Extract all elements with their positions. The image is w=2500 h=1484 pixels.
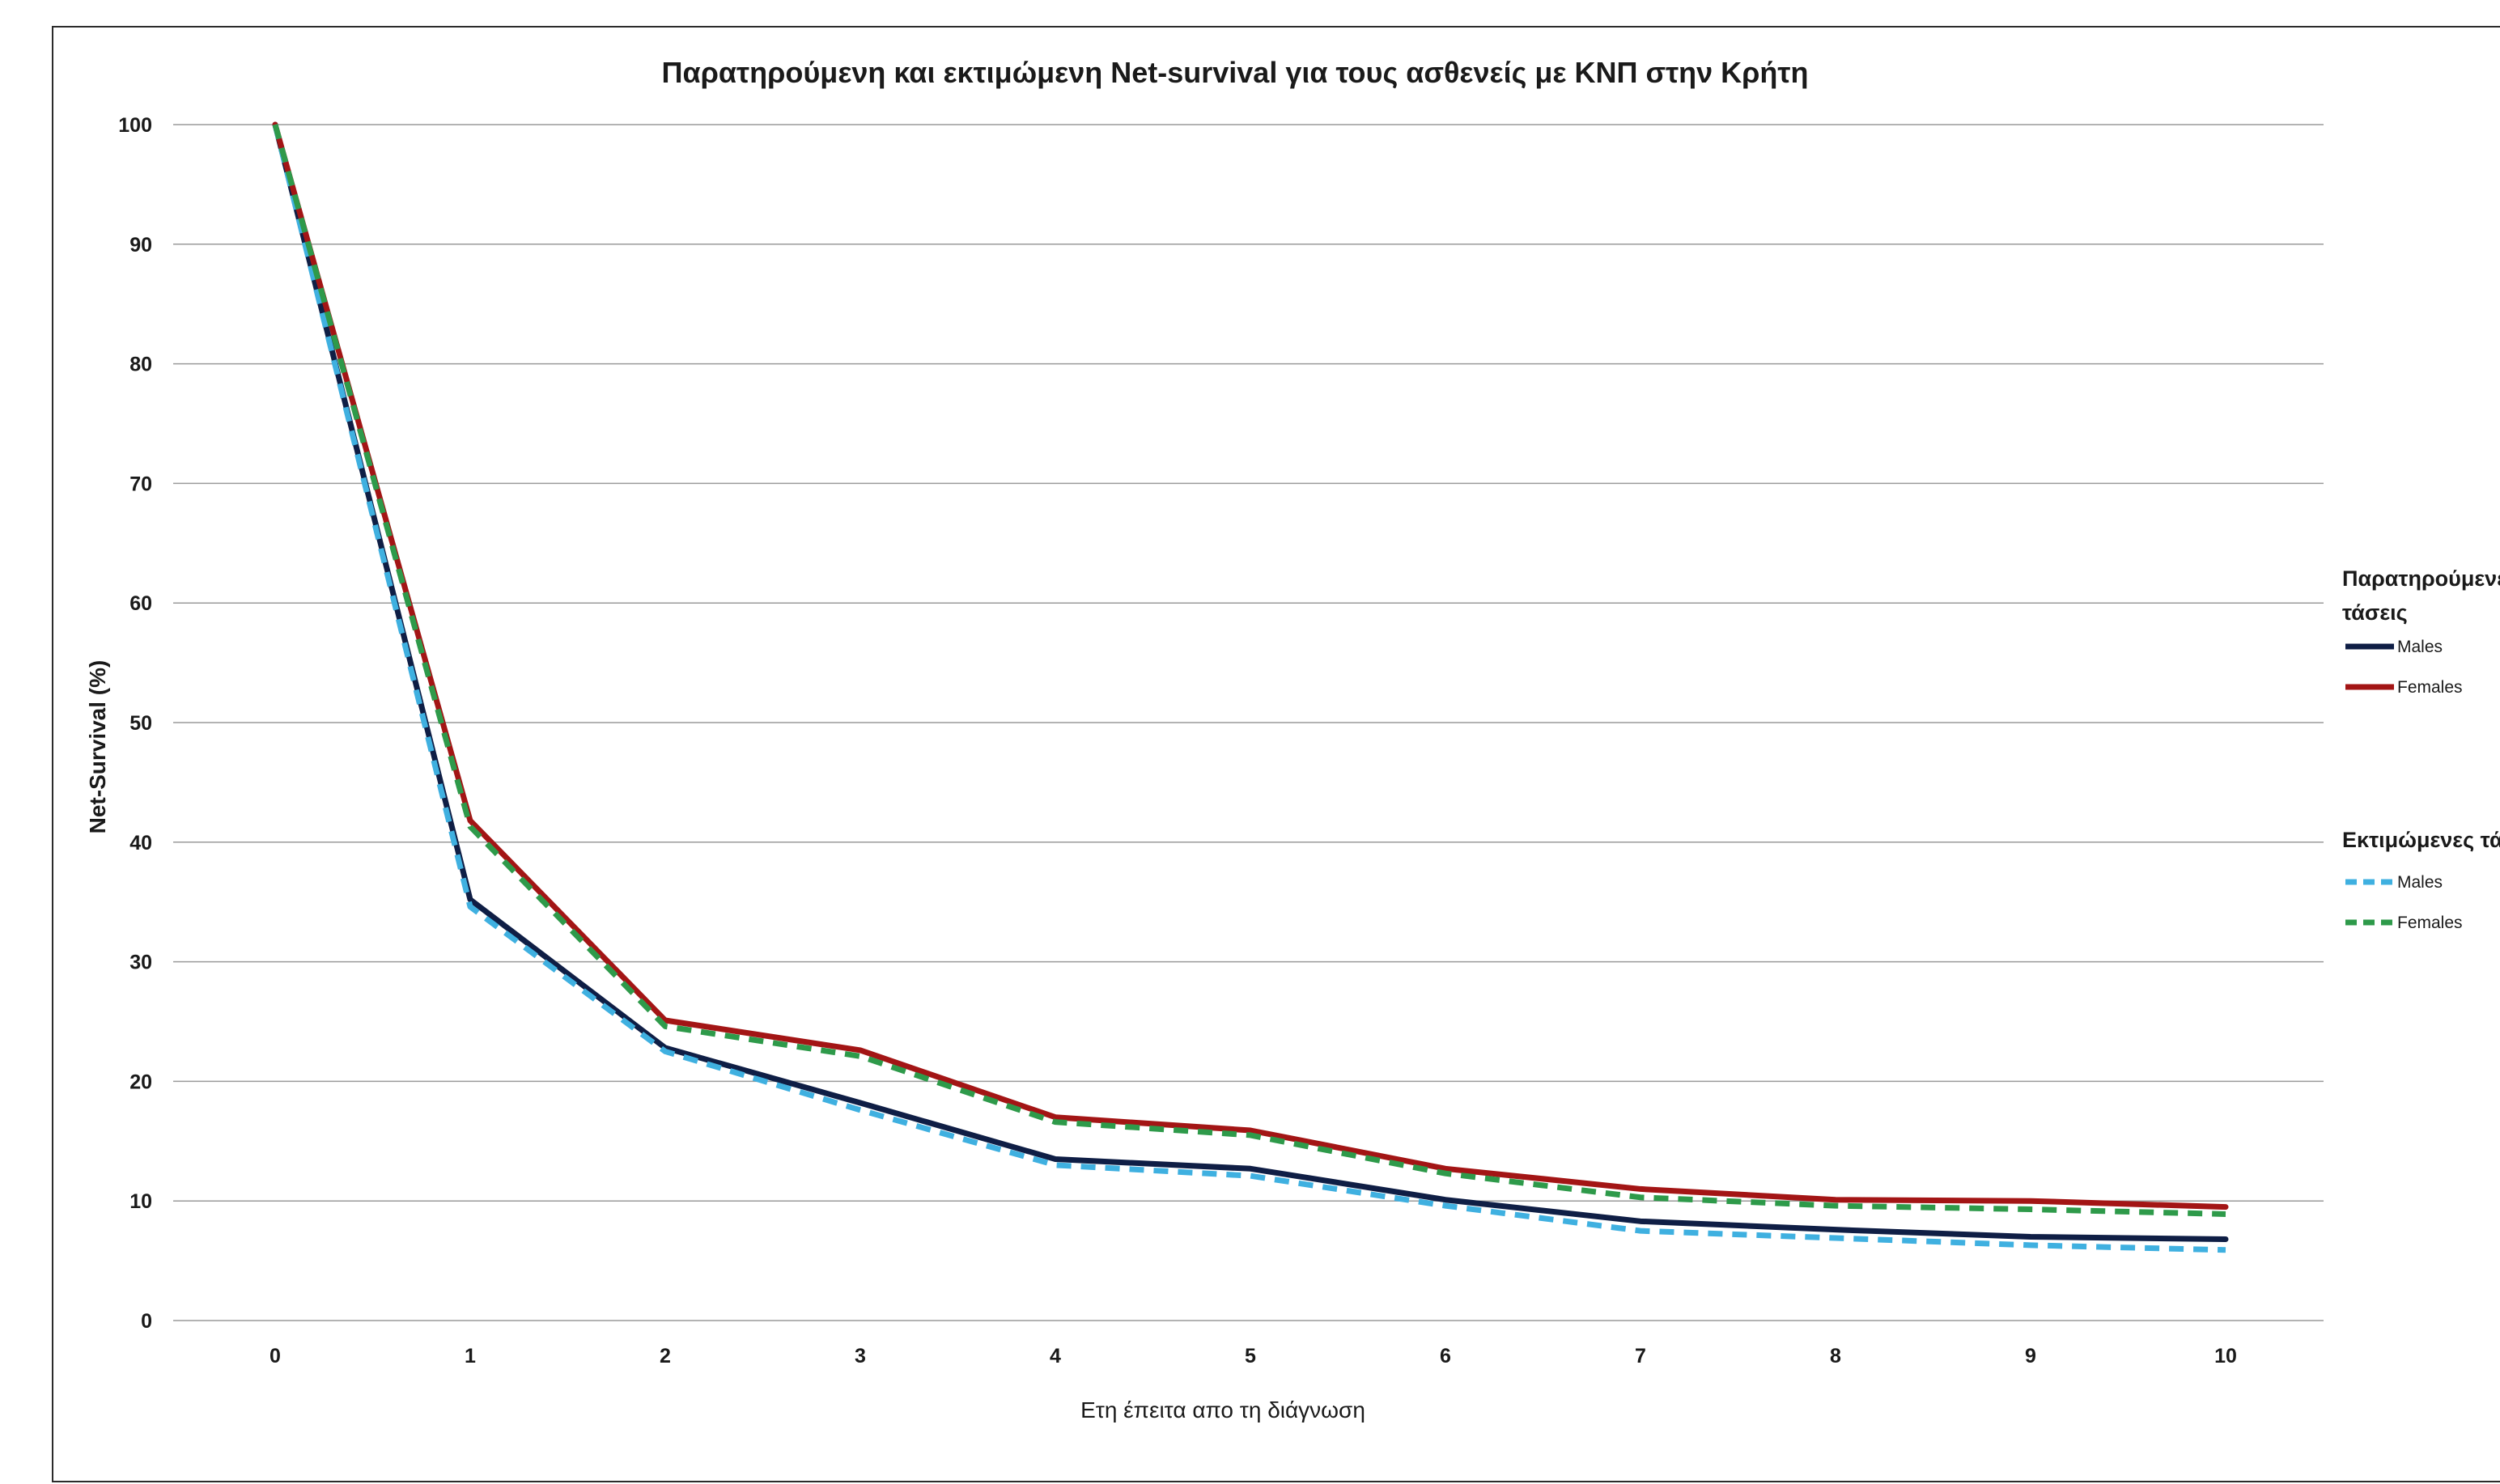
legend-item-label: Males	[2397, 638, 2443, 656]
legend-item-label: Males	[2397, 873, 2443, 892]
x-tick-label: 4	[1050, 1345, 1061, 1367]
x-tick-label: 2	[660, 1345, 671, 1367]
series-lines	[272, 121, 2229, 1253]
y-tick-label: 60	[129, 592, 152, 615]
y-tick-label: 40	[129, 832, 152, 854]
legend: Παρατηρούμενες τάσεις Males Females Εκτιμώμε…	[2342, 566, 2500, 932]
x-tick-label: 6	[1440, 1345, 1451, 1367]
y-tick-label: 70	[129, 473, 152, 495]
x-tick-label: 1	[465, 1345, 476, 1367]
x-axis-label: Ετη έπειτα απο τη διάγνωση	[1080, 1397, 1365, 1423]
chart-canvas: Παρατηρούμενη και εκτιμώμενη Net-surviva…	[85, 56, 2500, 1423]
x-tick-labels: 0 1 2 3 4 5 6 7 8 9 10	[270, 1345, 2237, 1367]
y-tick-label: 0	[141, 1310, 152, 1333]
x-tick-label: 10	[2214, 1345, 2237, 1367]
legend-group-title: τάσεις	[2342, 600, 2408, 625]
y-tick-label: 80	[129, 354, 152, 376]
y-tick-label: 100	[118, 114, 152, 137]
y-tick-label: 20	[129, 1071, 152, 1093]
x-tick-label: 9	[2025, 1345, 2036, 1367]
y-tick-label: 30	[129, 952, 152, 974]
x-tick-label: 7	[1635, 1345, 1646, 1367]
legend-group-title: Εκτιμώμενες τάσεις	[2342, 828, 2500, 852]
series-line-observed-females	[272, 121, 2229, 1211]
chart-frame: Παρατηρούμενη και εκτιμώμενη Net-surviva…	[52, 26, 2500, 1482]
series-line-observed-males	[272, 121, 2229, 1242]
y-tick-label: 10	[129, 1190, 152, 1213]
x-tick-label: 8	[1830, 1345, 1841, 1367]
x-tick-label: 0	[270, 1345, 281, 1367]
chart-title: Παρατηρούμενη και εκτιμώμενη Net-surviva…	[662, 56, 1809, 89]
x-tick-label: 3	[855, 1345, 866, 1367]
y-tick-label: 90	[129, 234, 152, 257]
series-line-estimated-females	[272, 124, 2226, 1217]
y-tick-labels: 0 10 20 30 40 50 60 70 80 90 100	[118, 114, 152, 1333]
legend-item-label: Females	[2397, 914, 2463, 932]
y-tick-label: 50	[129, 712, 152, 735]
x-tick-label: 5	[1245, 1345, 1256, 1367]
y-axis-label: Net-Survival (%)	[85, 660, 110, 834]
legend-group-title: Παρατηρούμενες	[2342, 566, 2500, 591]
legend-item-label: Females	[2397, 678, 2463, 697]
gridlines	[173, 124, 2324, 1321]
